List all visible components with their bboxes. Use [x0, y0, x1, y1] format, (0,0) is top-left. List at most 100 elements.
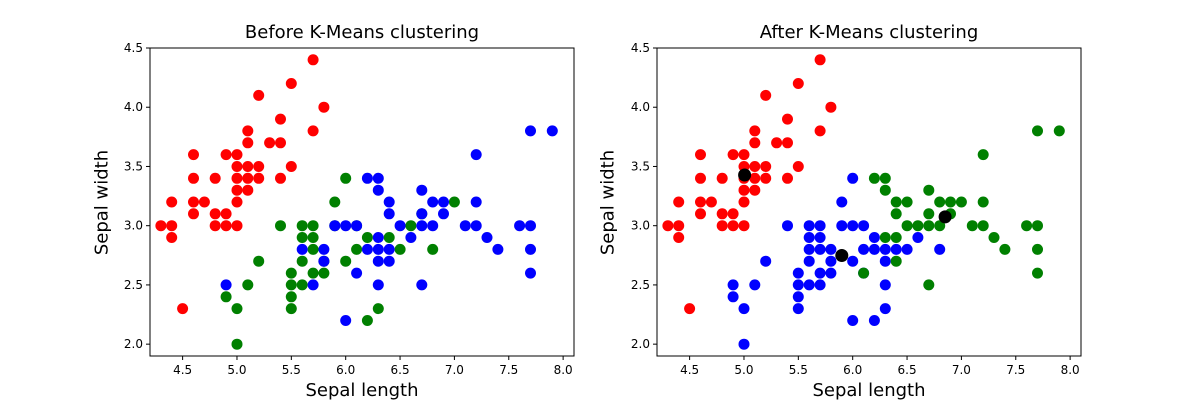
- data-point: [825, 255, 837, 267]
- data-point: [209, 172, 221, 184]
- data-point: [198, 196, 210, 208]
- data-point: [890, 232, 902, 243]
- data-point: [220, 220, 232, 232]
- data-point: [727, 279, 739, 291]
- data-point: [847, 172, 859, 184]
- data-point: [716, 172, 728, 184]
- data-point: [890, 243, 902, 255]
- data-point: [814, 125, 826, 137]
- data-point: [923, 220, 935, 232]
- data-point: [285, 161, 297, 172]
- data-point: [351, 267, 363, 279]
- data-point: [296, 279, 308, 291]
- data-point: [966, 220, 978, 232]
- chart-title: After K-Means clustering: [759, 22, 979, 43]
- data-point: [351, 220, 363, 232]
- data-point: [275, 220, 286, 232]
- data-point: [296, 220, 308, 232]
- data-point: [188, 208, 199, 220]
- data-point: [242, 125, 254, 137]
- data-point: [307, 54, 319, 66]
- data-point: [242, 184, 254, 196]
- data-point: [836, 220, 848, 232]
- x-tick-label: 5.0: [227, 363, 246, 377]
- data-point: [782, 220, 793, 232]
- data-point: [166, 196, 178, 208]
- data-point: [879, 279, 891, 291]
- data-point: [749, 161, 761, 172]
- data-point: [394, 220, 406, 232]
- x-tick-label: 7.5: [1006, 363, 1025, 377]
- data-point: [166, 220, 178, 232]
- data-point: [231, 196, 243, 208]
- data-point: [662, 220, 674, 232]
- data-point: [695, 196, 706, 208]
- data-point: [188, 172, 199, 184]
- data-point: [264, 137, 276, 149]
- y-tick-label: 2.0: [631, 337, 650, 351]
- data-point: [803, 279, 815, 291]
- data-point: [1032, 220, 1043, 232]
- data-point: [438, 208, 449, 220]
- data-point: [416, 220, 428, 232]
- data-point: [340, 172, 352, 184]
- data-point: [372, 232, 384, 243]
- data-point: [372, 172, 384, 184]
- data-point: [383, 196, 395, 208]
- data-point: [231, 303, 243, 315]
- data-point: [760, 255, 772, 267]
- data-point: [792, 78, 804, 89]
- data-point: [220, 291, 232, 303]
- y-tick-label: 4.5: [124, 41, 143, 55]
- data-point: [285, 267, 297, 279]
- y-tick-label: 4.0: [124, 100, 143, 114]
- data-point: [372, 303, 384, 315]
- data-point: [792, 291, 804, 303]
- data-point: [912, 232, 924, 243]
- data-point: [738, 196, 750, 208]
- data-point: [318, 255, 330, 267]
- data-point: [296, 232, 308, 243]
- data-point: [999, 243, 1011, 255]
- data-point: [792, 161, 804, 172]
- data-point: [242, 172, 254, 184]
- data-point: [923, 279, 935, 291]
- data-point: [858, 267, 870, 279]
- data-point: [749, 172, 761, 184]
- data-point: [231, 220, 243, 232]
- x-tick-label: 6.0: [336, 363, 355, 377]
- data-point: [427, 243, 439, 255]
- data-point: [836, 196, 848, 208]
- data-point: [1032, 243, 1043, 255]
- data-point: [695, 149, 706, 161]
- data-point: [296, 255, 308, 267]
- y-tick-label: 2.5: [631, 278, 650, 292]
- data-point: [771, 137, 783, 149]
- data-point: [879, 172, 891, 184]
- chart-before: Before K-Means clustering Sepal length S…: [0, 0, 600, 401]
- data-point: [307, 267, 319, 279]
- data-point: [673, 220, 685, 232]
- data-point: [546, 125, 558, 137]
- data-point: [879, 255, 891, 267]
- data-point: [372, 279, 384, 291]
- data-point: [814, 279, 826, 291]
- data-point: [868, 172, 880, 184]
- data-point: [977, 149, 989, 161]
- data-point: [416, 184, 428, 196]
- y-tick-label: 2.0: [124, 337, 143, 351]
- data-point: [296, 243, 308, 255]
- data-point: [934, 196, 946, 208]
- data-point: [814, 54, 826, 66]
- data-point: [242, 161, 254, 172]
- data-point: [275, 137, 286, 149]
- data-point: [231, 161, 243, 172]
- data-point: [470, 196, 482, 208]
- data-point: [307, 232, 319, 243]
- data-point: [749, 137, 761, 149]
- data-point: [727, 291, 739, 303]
- data-point: [955, 196, 967, 208]
- data-point: [803, 243, 815, 255]
- data-point: [242, 279, 254, 291]
- data-point: [209, 220, 221, 232]
